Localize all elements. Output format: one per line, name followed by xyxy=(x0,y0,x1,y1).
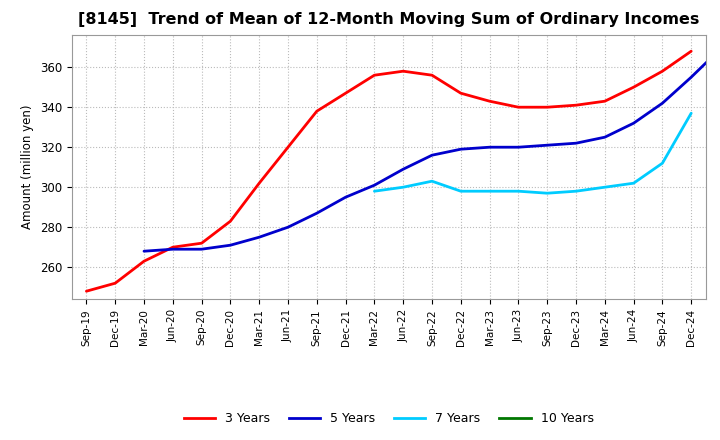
Line: 7 Years: 7 Years xyxy=(374,113,691,193)
5 Years xyxy=(255,235,264,240)
Title: [8145]  Trend of Mean of 12-Month Moving Sum of Ordinary Incomes: [8145] Trend of Mean of 12-Month Moving … xyxy=(78,12,700,27)
5 Years xyxy=(485,145,494,150)
5 Years xyxy=(456,147,465,152)
7 Years xyxy=(629,180,638,186)
5 Years xyxy=(572,140,580,146)
7 Years xyxy=(456,189,465,194)
3 Years xyxy=(572,103,580,108)
7 Years xyxy=(428,179,436,184)
3 Years xyxy=(399,69,408,74)
5 Years xyxy=(312,211,321,216)
3 Years xyxy=(226,219,235,224)
3 Years xyxy=(341,91,350,96)
5 Years xyxy=(543,143,552,148)
7 Years xyxy=(658,161,667,166)
3 Years xyxy=(312,109,321,114)
7 Years xyxy=(399,184,408,190)
3 Years xyxy=(428,73,436,78)
7 Years xyxy=(370,189,379,194)
5 Years xyxy=(629,121,638,126)
5 Years xyxy=(197,246,206,252)
3 Years xyxy=(514,105,523,110)
Legend: 3 Years, 5 Years, 7 Years, 10 Years: 3 Years, 5 Years, 7 Years, 10 Years xyxy=(179,407,598,430)
5 Years xyxy=(399,167,408,172)
7 Years xyxy=(600,184,609,190)
3 Years xyxy=(456,91,465,96)
3 Years xyxy=(370,73,379,78)
3 Years xyxy=(543,105,552,110)
5 Years xyxy=(687,74,696,80)
5 Years xyxy=(514,145,523,150)
3 Years xyxy=(687,48,696,54)
5 Years xyxy=(140,249,148,254)
Y-axis label: Amount (million yen): Amount (million yen) xyxy=(22,105,35,229)
3 Years xyxy=(485,99,494,104)
3 Years xyxy=(140,259,148,264)
3 Years xyxy=(168,245,177,250)
7 Years xyxy=(572,189,580,194)
7 Years xyxy=(485,189,494,194)
5 Years xyxy=(341,194,350,200)
3 Years xyxy=(658,69,667,74)
5 Years xyxy=(600,135,609,140)
5 Years xyxy=(284,224,292,230)
3 Years xyxy=(629,84,638,90)
7 Years xyxy=(687,110,696,116)
3 Years xyxy=(82,289,91,294)
3 Years xyxy=(255,180,264,186)
5 Years xyxy=(428,153,436,158)
Line: 5 Years: 5 Years xyxy=(144,49,720,251)
5 Years xyxy=(370,183,379,188)
7 Years xyxy=(543,191,552,196)
3 Years xyxy=(197,241,206,246)
3 Years xyxy=(111,281,120,286)
Line: 3 Years: 3 Years xyxy=(86,51,691,291)
5 Years xyxy=(168,246,177,252)
3 Years xyxy=(284,145,292,150)
7 Years xyxy=(514,189,523,194)
5 Years xyxy=(226,242,235,248)
5 Years xyxy=(716,47,720,52)
3 Years xyxy=(600,99,609,104)
5 Years xyxy=(658,101,667,106)
